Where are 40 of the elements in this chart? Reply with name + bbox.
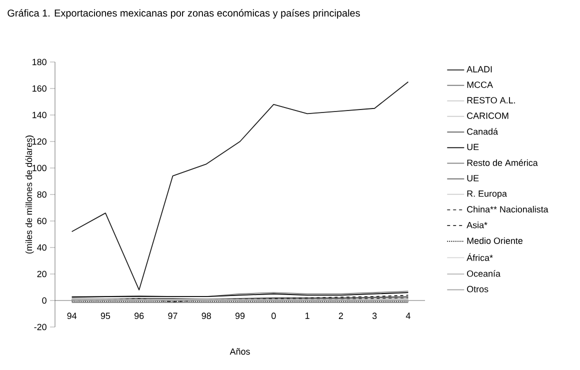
legend-label: R. Europa [467, 190, 507, 199]
y-tick-label: -20 [34, 324, 46, 330]
x-tick-label: 0 [271, 312, 276, 320]
x-tick-label: 94 [67, 312, 77, 320]
legend-label: Asia* [466, 222, 488, 228]
y-tick-label: 120 [32, 138, 46, 145]
y-axis-title: (miles de millones de dólares) [25, 136, 34, 254]
legend-label: Canadá [467, 128, 498, 135]
x-tick-label: 96 [134, 312, 144, 320]
legend-label: África* [466, 253, 493, 261]
y-tick-label: 160 [32, 85, 46, 92]
y-tick-label: 0 [42, 297, 46, 304]
legend-label: MCCA [467, 82, 493, 88]
y-tick-label: 80 [37, 191, 46, 198]
legend-label: ALADI [466, 66, 492, 72]
x-tick-label: 97 [168, 312, 178, 320]
legend-label: RESTO A.L. [467, 97, 515, 104]
y-tick-label: 180 [32, 58, 46, 66]
y-tick-label: 20 [37, 270, 46, 278]
x-tick-label: 99 [235, 312, 245, 320]
legend-label: Otros [467, 286, 488, 292]
y-tick-label: 40 [37, 244, 46, 251]
x-tick-label: 1 [305, 312, 310, 319]
legend-label: Medio Oriente [467, 237, 523, 244]
y-tick-label: 140 [32, 112, 46, 118]
legend-label: UE [467, 175, 479, 182]
legend-label: Oceanía [467, 270, 500, 277]
y-tick-label: 60 [37, 218, 46, 224]
x-tick-label: 3 [372, 312, 377, 320]
chart-title: Gráfica 1. Exportaciones mexicanas por zonas económicas y países principales [8, 9, 360, 19]
x-tick-label: 95 [100, 312, 110, 320]
x-tick-label: 4 [406, 312, 410, 319]
legend-label: CARICOM [467, 112, 508, 119]
y-tick-label: 100 [32, 164, 46, 172]
legend-label: Resto de América [467, 159, 538, 166]
x-tick-label: 98 [202, 312, 211, 320]
x-tick-label: 2 [338, 312, 343, 319]
x-axis-title: Años [230, 348, 250, 355]
legend-label: UE [467, 144, 479, 150]
legend-label: China** Nacionalista [467, 206, 548, 213]
